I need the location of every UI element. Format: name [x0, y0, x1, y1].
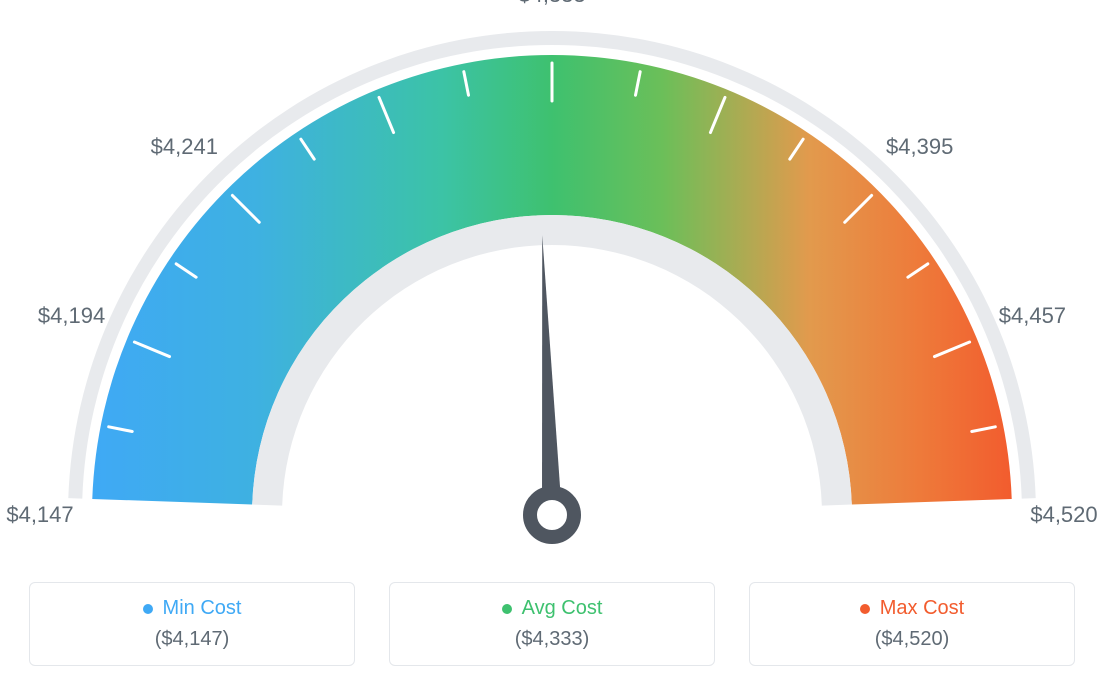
- legend-dot-min: [143, 604, 153, 614]
- gauge-chart: $4,147 $4,194 $4,241 $4,333 $4,395 $4,457 $4,5…: [0, 0, 1104, 560]
- legend-card-max: Max Cost ($4,520): [749, 582, 1075, 666]
- gauge-svg: [0, 0, 1104, 560]
- legend-dot-avg: [502, 604, 512, 614]
- legend-value-max: ($4,520): [760, 628, 1064, 651]
- legend-title-max: Max Cost: [860, 597, 964, 620]
- gauge-tick-label: $4,395: [886, 134, 953, 160]
- legend-card-min: Min Cost ($4,147): [29, 582, 355, 666]
- legend-label-max: Max Cost: [880, 597, 964, 620]
- gauge-tick-label: $4,520: [1030, 502, 1097, 528]
- legend-card-avg: Avg Cost ($4,333): [389, 582, 715, 666]
- chart-container: $4,147 $4,194 $4,241 $4,333 $4,395 $4,457 $4,5…: [0, 0, 1104, 690]
- legend-row: Min Cost ($4,147) Avg Cost ($4,333) Max …: [0, 582, 1104, 666]
- legend-title-avg: Avg Cost: [502, 597, 603, 620]
- gauge-tick-label: $4,241: [151, 134, 218, 160]
- legend-dot-max: [860, 604, 870, 614]
- gauge-tick-label: $4,194: [38, 303, 105, 329]
- legend-value-avg: ($4,333): [400, 628, 704, 651]
- legend-value-min: ($4,147): [40, 628, 344, 651]
- gauge-tick-label: $4,147: [6, 502, 73, 528]
- legend-title-min: Min Cost: [143, 597, 242, 620]
- gauge-tick-label: $4,457: [999, 303, 1066, 329]
- legend-label-avg: Avg Cost: [522, 597, 603, 620]
- legend-label-min: Min Cost: [163, 597, 242, 620]
- gauge-tick-label: $4,333: [518, 0, 585, 8]
